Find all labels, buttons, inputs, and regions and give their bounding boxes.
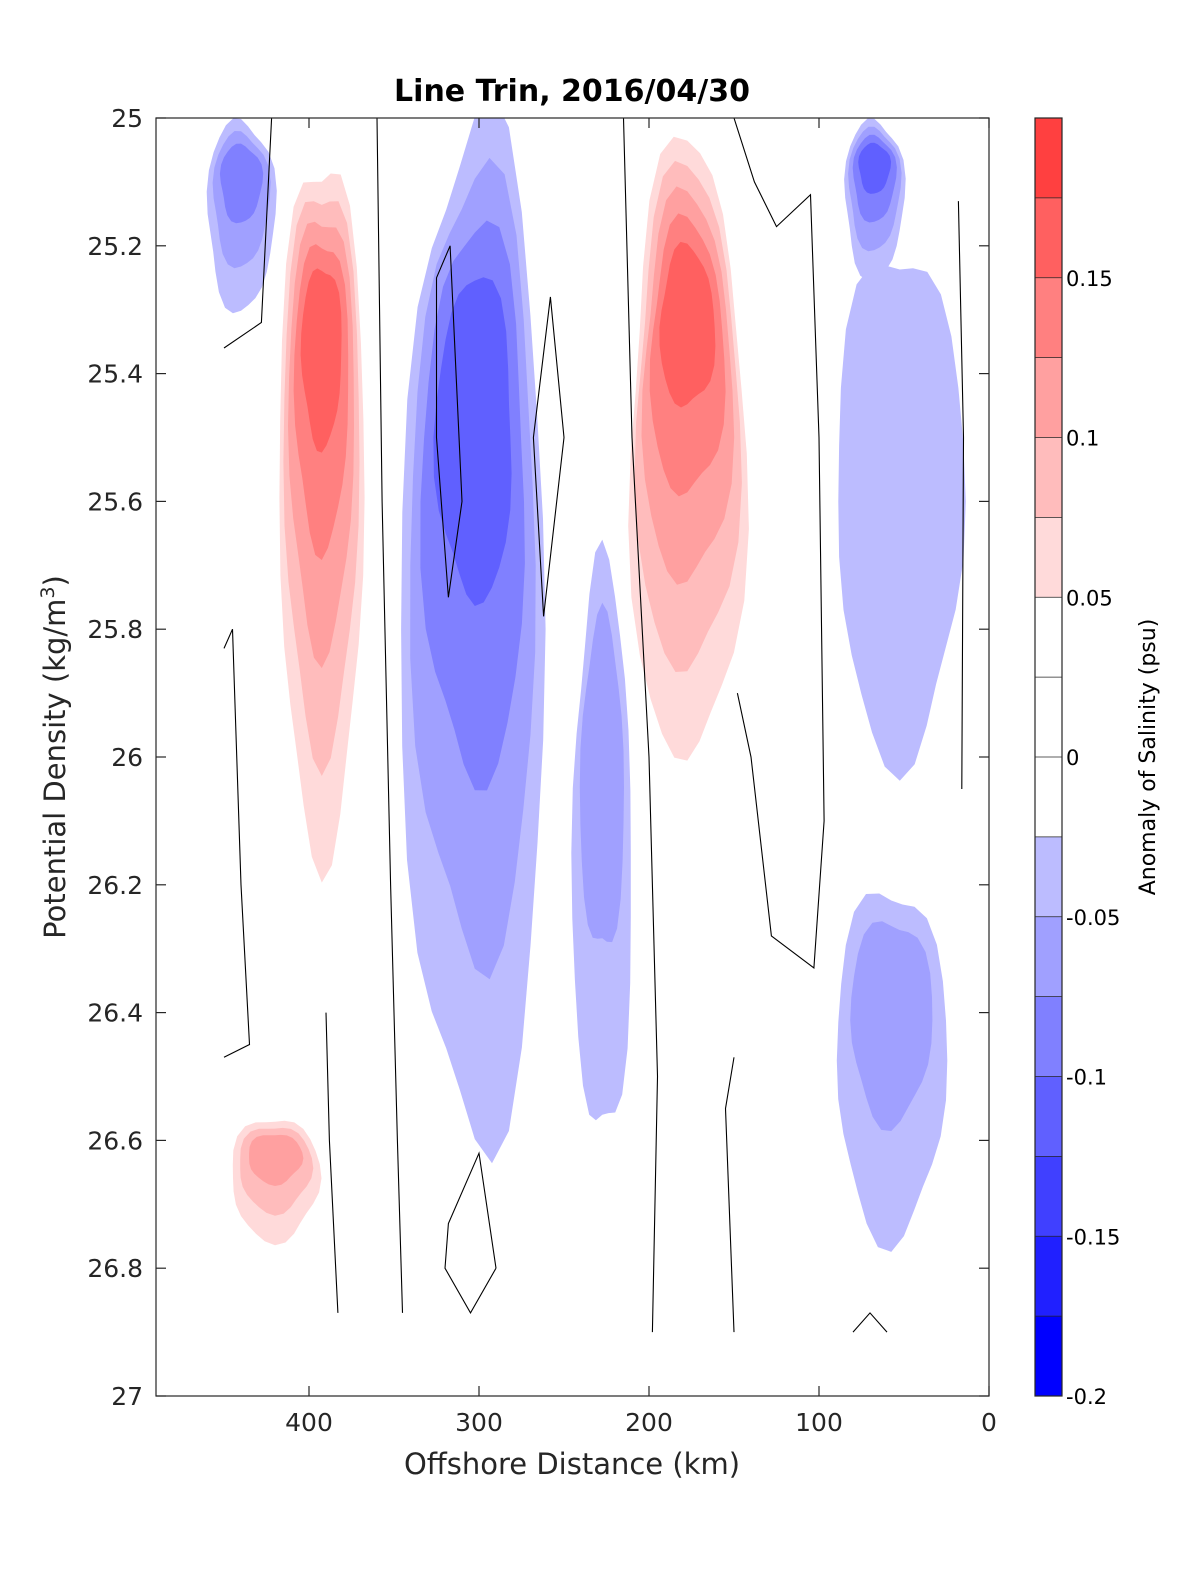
fresh-anomaly-contour (838, 265, 966, 781)
colorbar-band (1035, 517, 1062, 598)
colorbar-band (1035, 1156, 1062, 1237)
y-axis-label: Potential Density (kg/m3) (37, 575, 72, 939)
y-axis-ticks: 25 25.2 25.4 25.6 25.8 26 26.2 26.4 26.6 26.8 27 (87, 104, 989, 1411)
x-tick-label: 0 (981, 1408, 997, 1437)
colorbar-ticks: 0.15 0.1 0.05 0 -0.05 -0.1 -0.15 -0.2 (1066, 267, 1120, 1409)
colorbar-tick-label: 0 (1066, 746, 1079, 770)
colorbar (1034, 117, 1063, 1397)
zero-contour-lines (223, 118, 965, 1333)
colorbar-tick-label: 0.05 (1066, 586, 1113, 610)
chart-title: Line Trin, 2016/04/30 (394, 74, 750, 109)
salty-anomaly-contour (249, 1134, 304, 1186)
zero-contour-line (622, 118, 659, 1333)
y-tick-label: 26.6 (87, 1126, 143, 1155)
x-axis-label: Offshore Distance (km) (404, 1447, 740, 1481)
zero-contour-line (444, 1151, 497, 1315)
y-tick-label: 26.4 (87, 999, 143, 1028)
colorbar-band (1035, 277, 1062, 358)
colorbar-band (1035, 1236, 1062, 1317)
fresh-anomaly-contour (219, 143, 264, 224)
zero-contour-line (223, 118, 273, 349)
salty-anomaly-contour (659, 241, 716, 408)
y-tick-label: 25.4 (87, 360, 143, 389)
colorbar-band (1035, 357, 1062, 438)
colorbar-band (1035, 996, 1062, 1077)
fresh-anomaly-contour (579, 602, 624, 943)
y-tick-label: 25 (111, 104, 143, 133)
x-tick-label: 100 (795, 1408, 843, 1437)
x-tick-label: 300 (455, 1408, 503, 1437)
zero-contour-line (325, 1012, 339, 1313)
colorbar-tick-label: -0.1 (1066, 1066, 1107, 1090)
zero-contour-line (957, 201, 965, 790)
colorbar-label: Anomaly of Salinity (psu) (1136, 619, 1161, 896)
y-tick-label: 25.2 (87, 232, 143, 261)
fresh-anomaly-contour (433, 277, 512, 606)
y-tick-label: 27 (111, 1382, 143, 1411)
y-tick-label: 26 (111, 743, 143, 772)
colorbar-tick-label: 0.15 (1066, 267, 1113, 291)
y-tick-label: 25.8 (87, 615, 143, 644)
y-tick-label: 26.2 (87, 871, 143, 900)
y-axis-label-superscript: 3 (37, 586, 59, 598)
colorbar-band (1035, 437, 1062, 518)
colorbar-tick-label: -0.15 (1066, 1225, 1120, 1249)
zero-contour-line (223, 628, 251, 1058)
colorbar-band (1035, 597, 1062, 678)
y-axis-label-close: ) (38, 575, 72, 586)
y-tick-label: 25.6 (87, 487, 143, 516)
zero-contour-line (435, 245, 463, 598)
zero-contour-line (852, 1312, 888, 1333)
zero-contour-line (532, 296, 565, 617)
colorbar-band (1035, 1076, 1062, 1157)
colorbar-tick-label: -0.05 (1066, 906, 1120, 930)
colorbar-band (1035, 836, 1062, 917)
x-axis-ticks: 400 300 200 100 0 (285, 118, 997, 1437)
fresh-anomaly-contour (850, 921, 933, 1131)
colorbar-band (1035, 916, 1062, 997)
colorbar-band (1035, 118, 1062, 198)
salinity-anomaly-fills (206, 118, 966, 1275)
colorbar-band (1035, 1316, 1062, 1396)
zero-contour-line (733, 118, 825, 969)
y-axis-label-main: Potential Density (kg/m (38, 599, 72, 939)
zero-contour-line (376, 118, 404, 1313)
zero-contour-line (724, 1057, 735, 1333)
colorbar-frame (1034, 117, 1063, 1397)
salty-anomaly-contour (300, 268, 342, 453)
colorbar-tick-label: -0.2 (1066, 1385, 1107, 1409)
fresh-anomaly-contour (858, 142, 892, 194)
colorbar-band (1035, 197, 1062, 278)
y-tick-label: 26.8 (87, 1254, 143, 1283)
colorbar-tick-label: 0.1 (1066, 427, 1099, 451)
x-tick-label: 200 (625, 1408, 673, 1437)
x-tick-label: 400 (285, 1408, 333, 1437)
